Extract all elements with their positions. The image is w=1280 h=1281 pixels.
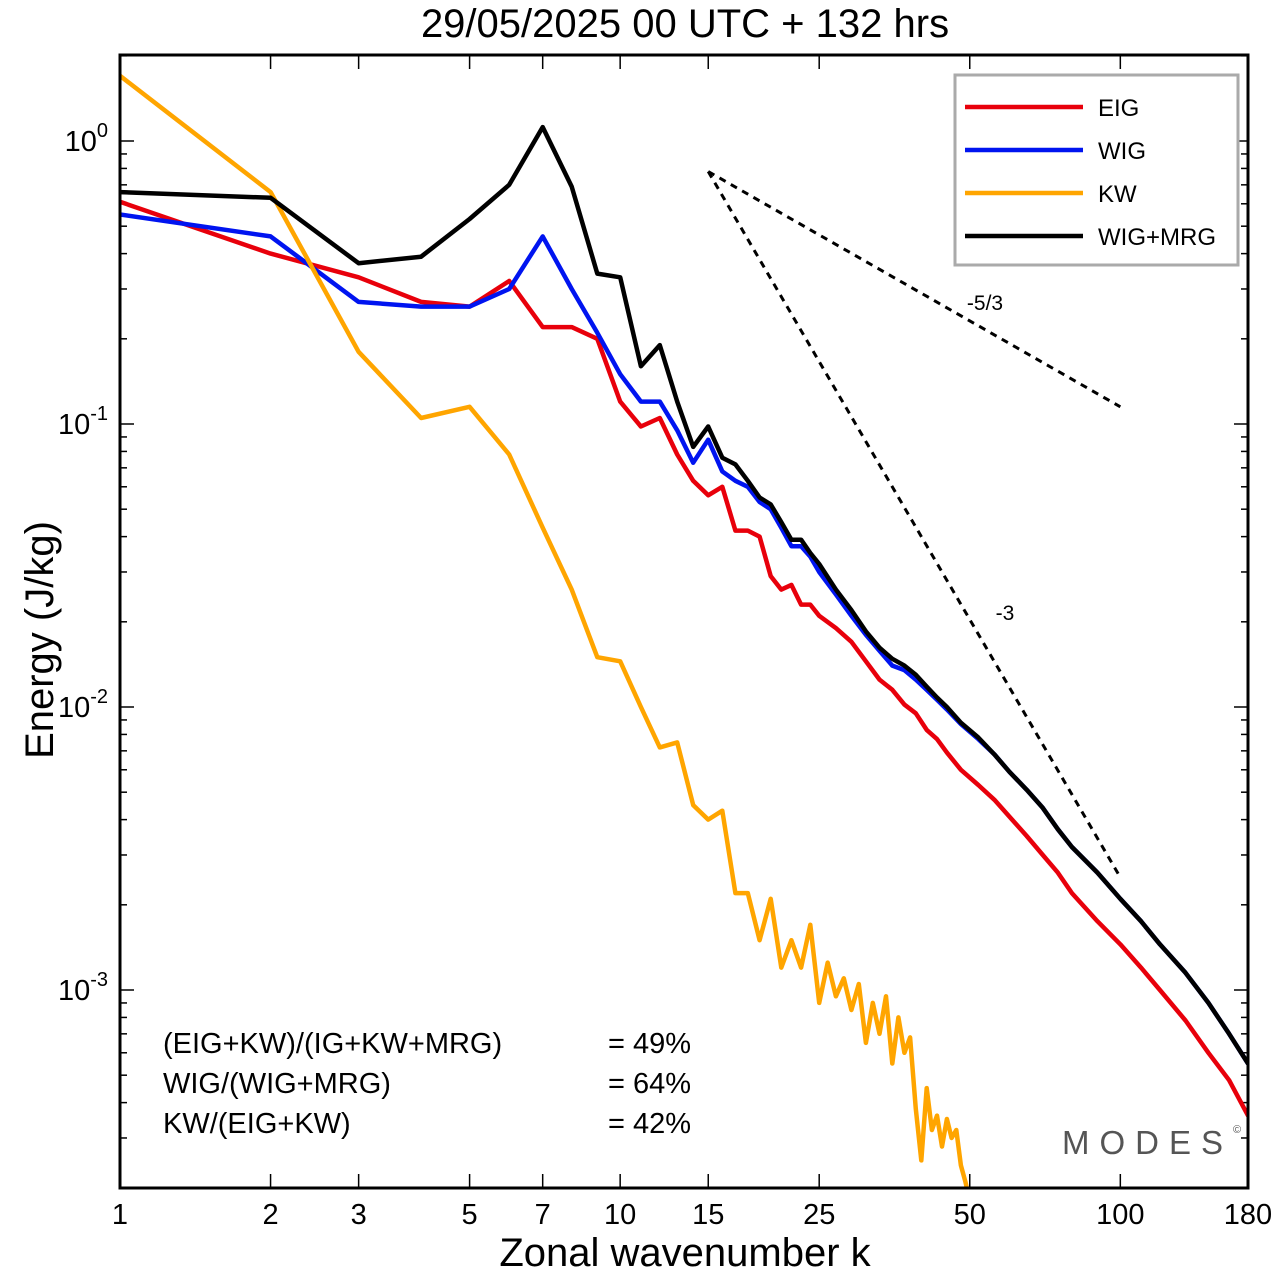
x-tick-label: 5: [462, 1199, 478, 1231]
reference-slope-label: -3: [996, 602, 1015, 625]
series-line-kw: [120, 73, 970, 1188]
reference-slope-line: [707, 170, 1122, 409]
x-tick-label: 1: [112, 1199, 128, 1231]
x-axis-label: Zonal wavenumber k: [499, 1231, 871, 1275]
x-tick-label: 15: [692, 1199, 724, 1231]
stat-kw-value: = 42%: [608, 1108, 692, 1140]
y-tick-label: 10-2: [58, 686, 108, 724]
x-tick-label: 25: [803, 1199, 835, 1231]
legend-label: WIG+MRG: [1098, 224, 1216, 251]
series-group: [120, 73, 1248, 1188]
x-tick-label: 50: [954, 1199, 986, 1231]
chart-title: 29/05/2025 00 UTC + 132 hrs: [420, 2, 950, 46]
x-tick-label: 7: [535, 1199, 551, 1231]
x-tick-label: 3: [351, 1199, 367, 1231]
stat-eig-kw-value: = 49%: [608, 1028, 692, 1060]
series-line-wig-mrg: [120, 124, 1248, 1066]
x-tick-label: 100: [1096, 1199, 1144, 1231]
stat-kw-label: KW/(EIG+KW): [163, 1108, 351, 1140]
x-tick-label: 180: [1224, 1199, 1272, 1231]
x-tick-label: 10: [604, 1199, 636, 1231]
y-tick-label: 10-3: [58, 969, 108, 1007]
legend-label: KW: [1098, 181, 1137, 208]
legend-label: WIG: [1098, 138, 1146, 165]
stat-wig-label: WIG/(WIG+MRG): [163, 1068, 391, 1100]
stat-wig-value: = 64%: [608, 1068, 692, 1100]
series-line-wig: [120, 212, 1248, 1066]
x-tick-label: 2: [262, 1199, 278, 1231]
legend-label: EIG: [1098, 95, 1139, 122]
y-axis-label: Energy (J/kg): [18, 521, 62, 759]
y-tick-label: 10-1: [58, 403, 108, 441]
plot-frame: [118, 53, 1250, 1190]
y-tick-label: 100: [65, 120, 108, 158]
reference-slope-label: -5/3: [967, 292, 1003, 315]
legend: EIG WIG KW WIG+MRG: [953, 73, 1240, 267]
reference-slope-line: [706, 170, 1122, 879]
stat-eig-kw-label: (EIG+KW)/(IG+KW+MRG): [163, 1028, 503, 1060]
modes-watermark: MODES©: [1062, 1124, 1242, 1161]
series-line-eig: [120, 199, 1248, 1118]
